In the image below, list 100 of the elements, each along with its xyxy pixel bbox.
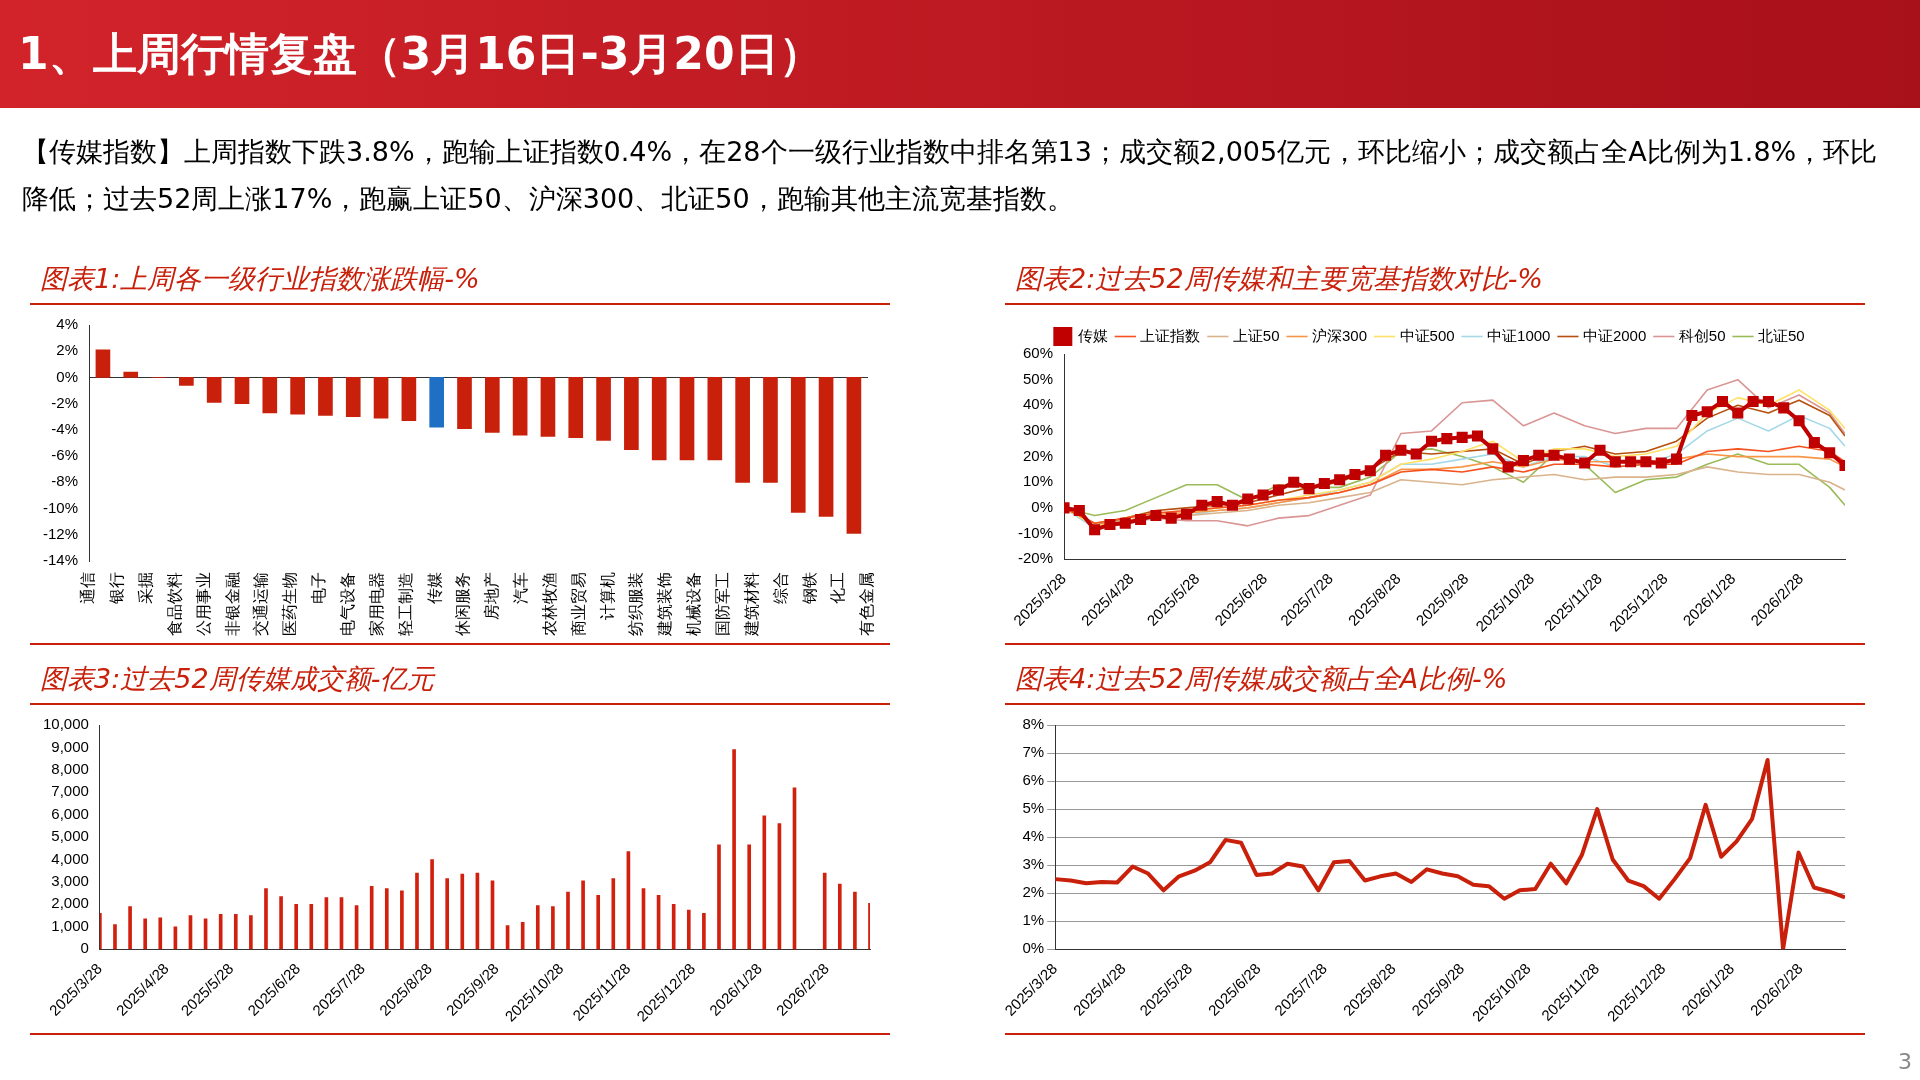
x-tick-label: 农林牧渔: [540, 572, 558, 636]
point: [1456, 431, 1468, 443]
point: [1579, 457, 1591, 469]
x-tick-label: 采掘: [137, 572, 155, 604]
y-tick-label: 8%: [1022, 715, 1045, 733]
y-tick-label: 40%: [1022, 395, 1054, 413]
y-tick-label: 4%: [56, 315, 79, 333]
x-tick-label: 国防军工: [713, 572, 731, 636]
point: [1196, 499, 1208, 511]
bar: [853, 891, 857, 950]
y-tick-label: 30%: [1022, 421, 1054, 439]
x-tick-label: 化工: [829, 572, 847, 604]
bar: [309, 904, 314, 950]
bar: [384, 888, 389, 950]
point: [1732, 407, 1744, 419]
x-tick-label: 轻工制造: [396, 572, 414, 636]
bar: [717, 844, 721, 950]
point: [1257, 489, 1269, 501]
y-tick-label: -4%: [51, 420, 79, 438]
x-tick-label: 有色金属: [858, 572, 876, 636]
text: 【传媒指数】上周指数下跌3.8%，跑输上证指数0.4%，在28个一级行业指数中排名第13；成交额2,005亿元，环比缩小；成交额占全A比例为1.8%，环比降低；过去52周上涨17%，跑赢上证50、沪深300、北证50，跑输其他主流宽基指数。: [22, 135, 1879, 216]
bar: [218, 914, 223, 950]
point: [1793, 415, 1805, 427]
bar: [611, 878, 616, 950]
y-tick-label: 60%: [1022, 344, 1054, 362]
legend-label: 中证1000: [1487, 326, 1551, 344]
point: [1655, 457, 1667, 469]
x-tick-label: 汽车: [512, 572, 530, 604]
y-tick-label: 2%: [1022, 883, 1045, 901]
x-tick-label: 医药生物: [281, 572, 299, 636]
legend-label: 上证指数: [1140, 326, 1201, 344]
y-tick-label: 10,000: [42, 715, 89, 733]
bar: [566, 891, 570, 950]
bar: [249, 915, 253, 950]
x-tick-label: 纺织服装: [627, 572, 645, 636]
y-tick-label: 5%: [1022, 799, 1045, 817]
y-tick-label: 4,000: [51, 849, 89, 867]
y-tick-label: 10%: [1022, 472, 1054, 490]
legend-label: 沪深300: [1312, 326, 1368, 344]
point: [1517, 454, 1529, 466]
bar: [535, 905, 540, 950]
x-tick-label: 电气设备: [339, 572, 357, 636]
x-tick-label: 房地产: [483, 572, 501, 620]
bar: [369, 886, 374, 950]
legend-label: 科创50: [1678, 326, 1726, 344]
y-tick-label: 1%: [1022, 911, 1045, 929]
bar: [762, 815, 767, 950]
point: [1272, 484, 1284, 496]
y-tick-label: 6%: [1022, 771, 1045, 789]
legend-label: 上证50: [1232, 326, 1280, 344]
bar: [113, 924, 117, 950]
y-tick-label: 7%: [1022, 743, 1045, 761]
x-tick-label: 建筑材料: [742, 572, 760, 637]
point: [1548, 449, 1560, 461]
bar: [596, 895, 601, 950]
y-tick-label: 0%: [1022, 939, 1045, 957]
legend-label: 中证2000: [1582, 326, 1647, 344]
y-tick-label: 3%: [1022, 855, 1045, 873]
x-tick-label: 传媒: [425, 572, 443, 604]
point: [1395, 444, 1407, 456]
point: [1242, 493, 1254, 505]
point: [1104, 519, 1116, 531]
y-tick-label: 4%: [1022, 827, 1045, 845]
point: [1471, 430, 1484, 442]
chart-title: 图表3:过去52周传媒成交额-亿元: [30, 655, 890, 705]
point: [1716, 395, 1729, 407]
chart-title: 图表2:过去52周传媒和主要宽基指数对比-%: [1005, 255, 1865, 305]
point: [1349, 469, 1361, 481]
point: [1288, 476, 1300, 488]
point: [1671, 453, 1683, 465]
bar: [686, 909, 691, 950]
y-tick-label: 9,000: [51, 737, 89, 755]
point: [1364, 465, 1376, 477]
bar: [264, 888, 268, 950]
bar: [400, 890, 404, 950]
point: [1640, 456, 1652, 468]
x-tick-label: 机械设备: [685, 572, 703, 636]
bar: [822, 872, 827, 950]
bar: [143, 918, 148, 950]
bar: [158, 917, 163, 950]
bar: [581, 880, 585, 950]
bar: [460, 873, 465, 950]
bar: [233, 914, 238, 950]
x-tick-label: 食品饮料: [165, 572, 183, 636]
x-tick-label: 交通运输: [252, 572, 270, 636]
y-tick-label: -6%: [51, 446, 79, 464]
legend-label: 传媒: [1077, 326, 1108, 344]
bar: [445, 878, 450, 950]
point: [1303, 483, 1315, 495]
point: [1808, 436, 1820, 449]
point: [1594, 444, 1606, 456]
bar: [551, 906, 555, 950]
text: 3: [1898, 1049, 1912, 1074]
x-tick-label: 通信: [79, 572, 97, 604]
point: [1778, 402, 1790, 414]
y-tick-label: -2%: [51, 393, 79, 411]
point: [1426, 435, 1438, 447]
bar: [732, 749, 736, 950]
point: [1824, 447, 1836, 459]
y-tick-label: -20%: [1017, 549, 1054, 567]
